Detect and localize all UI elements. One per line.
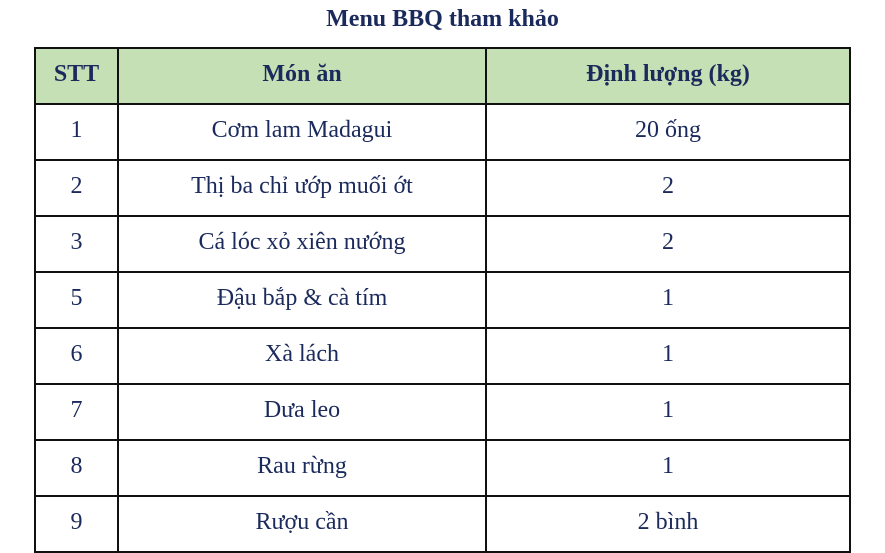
cell-stt: 2 (34, 159, 119, 217)
menu-table: STT Món ăn Định lượng (kg) 1 Cơm lam Mada… (34, 47, 851, 553)
header-quantity: Định lượng (kg) (485, 47, 851, 105)
table-row: 6 Xà lách 1 (34, 327, 851, 385)
table-row: 5 Đậu bắp & cà tím 1 (34, 271, 851, 329)
cell-stt: 7 (34, 383, 119, 441)
cell-quantity: 1 (485, 439, 851, 497)
cell-dish: Cá lóc xỏ xiên nướng (117, 215, 487, 273)
cell-quantity: 2 bình (485, 495, 851, 553)
cell-stt: 9 (34, 495, 119, 553)
table-row: 7 Dưa leo 1 (34, 383, 851, 441)
cell-dish: Đậu bắp & cà tím (117, 271, 487, 329)
cell-quantity: 2 (485, 215, 851, 273)
cell-quantity: 1 (485, 327, 851, 385)
cell-dish: Dưa leo (117, 383, 487, 441)
cell-stt: 8 (34, 439, 119, 497)
cell-stt: 6 (34, 327, 119, 385)
cell-dish: Rau rừng (117, 439, 487, 497)
cell-quantity: 1 (485, 383, 851, 441)
document-title: Menu BBQ tham khảo (326, 6, 559, 32)
cell-dish: Thị ba chỉ ướp muối ớt (117, 159, 487, 217)
cell-stt: 1 (34, 103, 119, 161)
table-row: 1 Cơm lam Madagui 20 ống (34, 103, 851, 161)
cell-quantity: 20 ống (485, 103, 851, 161)
table-row: 3 Cá lóc xỏ xiên nướng 2 (34, 215, 851, 273)
cell-dish: Xà lách (117, 327, 487, 385)
table-row: 2 Thị ba chỉ ướp muối ớt 2 (34, 159, 851, 217)
header-stt: STT (34, 47, 119, 105)
cell-stt: 3 (34, 215, 119, 273)
cell-quantity: 1 (485, 271, 851, 329)
cell-stt: 5 (34, 271, 119, 329)
cell-dish: Rượu cần (117, 495, 487, 553)
table-row: 8 Rau rừng 1 (34, 439, 851, 497)
table-row: 9 Rượu cần 2 bình (34, 495, 851, 553)
header-row: STT Món ăn Định lượng (kg) (34, 47, 851, 105)
cell-quantity: 2 (485, 159, 851, 217)
cell-dish: Cơm lam Madagui (117, 103, 487, 161)
header-dish: Món ăn (117, 47, 487, 105)
